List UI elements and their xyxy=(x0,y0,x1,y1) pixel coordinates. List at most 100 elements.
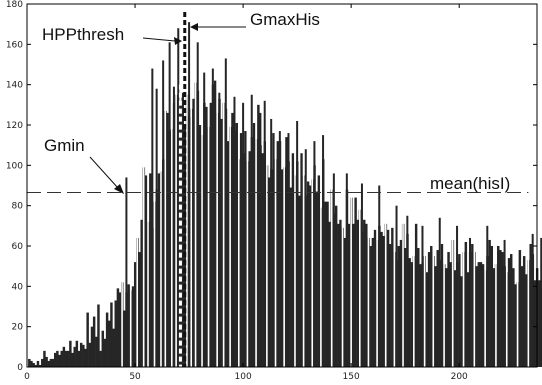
hpp-thresh-label: HPPthresh xyxy=(42,25,124,44)
histogram-bar xyxy=(520,266,524,367)
gmin-leader xyxy=(89,156,119,189)
histogram-bar xyxy=(149,173,152,367)
histogram-bar xyxy=(291,153,295,367)
histogram-bar xyxy=(380,231,383,367)
histogram-spike xyxy=(469,237,472,367)
histogram-bar xyxy=(354,197,357,367)
histogram-spike xyxy=(531,233,534,367)
x-tick-label: 50 xyxy=(129,372,141,382)
histogram-bar xyxy=(289,187,293,367)
histogram-bar xyxy=(440,243,444,367)
histogram-bar xyxy=(272,133,275,367)
histogram-bar xyxy=(481,264,485,367)
histogram-spike xyxy=(218,92,221,367)
histogram-spike xyxy=(486,225,489,367)
histogram-bar xyxy=(371,237,375,367)
histogram-bar xyxy=(419,264,422,367)
bar-gap xyxy=(201,5,203,367)
histogram-spike xyxy=(211,68,214,367)
histogram-bar xyxy=(533,280,537,367)
histogram-bar xyxy=(181,92,184,367)
bar-gap xyxy=(207,5,210,367)
histogram-bar xyxy=(339,219,342,367)
histogram-bar xyxy=(460,276,463,367)
histogram-bar xyxy=(427,252,431,367)
histogram-bar xyxy=(75,340,79,367)
histogram-bar xyxy=(445,268,448,367)
histogram-bar xyxy=(518,250,522,367)
histogram-bar xyxy=(497,246,500,367)
histogram-bar xyxy=(490,246,493,367)
histogram-spike xyxy=(259,112,262,368)
histogram-bar xyxy=(112,328,115,367)
gmax-arrowhead xyxy=(190,23,198,31)
bar-gap xyxy=(423,5,426,367)
histogram-bar xyxy=(514,284,517,367)
histogram-bar xyxy=(69,340,72,367)
bar-gap xyxy=(142,5,145,367)
histogram-bar xyxy=(492,268,496,367)
bar-gap xyxy=(311,5,314,367)
gmax-annotation: GmaxHis xyxy=(190,10,320,31)
y-tick-label: 180 xyxy=(6,0,23,10)
bar-gap xyxy=(229,5,231,367)
histogram-bar xyxy=(36,360,40,367)
bar-gap xyxy=(121,5,123,367)
histogram-bar xyxy=(105,312,109,367)
histogram-bar xyxy=(522,256,526,367)
bar-gap xyxy=(350,5,352,367)
histogram-spike xyxy=(296,120,299,367)
gmin-arrowhead xyxy=(114,184,124,194)
histogram-spike xyxy=(250,94,253,367)
histogram-bar xyxy=(315,191,318,367)
histogram-bar xyxy=(352,223,355,367)
bar-gap xyxy=(393,5,396,367)
histogram-spike xyxy=(395,205,398,367)
histogram-bar xyxy=(114,300,117,367)
histogram-bar xyxy=(82,344,85,367)
bar-gap xyxy=(222,5,225,367)
histogram-bar xyxy=(108,320,111,367)
mean-label: mean(hisI) xyxy=(430,174,510,193)
bar-gap xyxy=(294,5,296,367)
histogram-bar xyxy=(343,237,347,367)
histogram-bar xyxy=(192,98,195,367)
histogram-bar xyxy=(71,352,74,367)
histogram-bar xyxy=(529,243,532,367)
histogram-bar xyxy=(382,235,385,367)
bar-gaps xyxy=(121,5,530,367)
histogram-bar xyxy=(103,338,107,367)
histogram-bar xyxy=(397,246,401,367)
bar-gap xyxy=(402,5,404,367)
histogram-bar xyxy=(309,185,312,367)
y-tick-label: 40 xyxy=(12,282,24,292)
histogram-bar xyxy=(64,350,68,367)
histogram-bar xyxy=(434,266,437,367)
bar-gap xyxy=(376,5,378,367)
histogram-bar xyxy=(538,280,541,367)
bar-gap xyxy=(413,5,415,367)
bar-gap xyxy=(484,5,486,367)
gmin-label: Gmin xyxy=(44,136,85,155)
histogram-bar xyxy=(399,239,403,367)
y-tick-label: 20 xyxy=(12,323,24,333)
histogram-bar xyxy=(410,262,414,367)
histogram-bar xyxy=(47,360,50,367)
histogram-bar xyxy=(479,262,483,367)
bar-gap xyxy=(359,5,361,367)
histogram-bar xyxy=(365,223,368,367)
histogram-bar xyxy=(306,181,310,367)
histogram-bar xyxy=(326,201,329,367)
histogram-bar xyxy=(73,346,76,367)
histogram-bar xyxy=(408,258,411,367)
histogram-bar xyxy=(179,100,182,368)
bar-gap xyxy=(147,5,149,367)
histogram-bar xyxy=(324,201,327,367)
histogram-bar xyxy=(317,175,321,367)
histogram-bar xyxy=(110,302,113,367)
histogram-bar xyxy=(140,219,143,367)
histogram-bar xyxy=(123,310,126,367)
histogram-bar xyxy=(453,270,457,367)
bar-gap xyxy=(255,5,257,367)
histogram-spikes xyxy=(125,22,534,368)
